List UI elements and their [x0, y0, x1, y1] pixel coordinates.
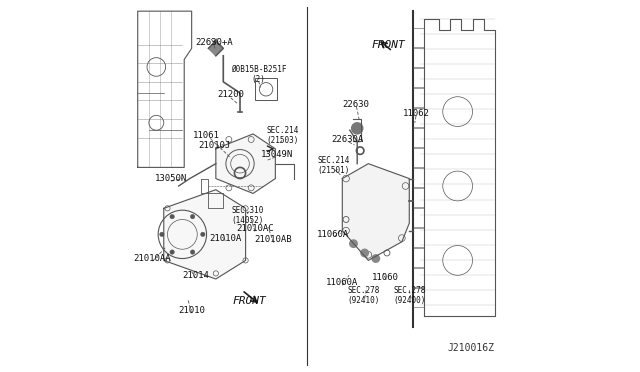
- Text: Ø0B15B-B251F
(2): Ø0B15B-B251F (2): [231, 65, 286, 84]
- Text: 21010: 21010: [178, 306, 205, 315]
- Circle shape: [170, 250, 174, 254]
- Circle shape: [351, 123, 363, 134]
- Text: 11062: 11062: [403, 109, 430, 118]
- Text: SEC.214
(21503): SEC.214 (21503): [267, 126, 299, 145]
- Circle shape: [349, 240, 357, 247]
- Text: SEC.310
(14052): SEC.310 (14052): [231, 206, 264, 225]
- Text: J210016Z: J210016Z: [448, 343, 495, 353]
- Circle shape: [361, 249, 369, 257]
- Text: 21200: 21200: [218, 90, 244, 99]
- Text: 22630A: 22630A: [332, 135, 364, 144]
- Text: 21010AA: 21010AA: [133, 254, 171, 263]
- Text: SEC.278
(92410): SEC.278 (92410): [348, 286, 380, 305]
- Text: 11060: 11060: [372, 273, 399, 282]
- Circle shape: [190, 214, 195, 219]
- Polygon shape: [209, 41, 223, 56]
- Text: SEC.214
(21501): SEC.214 (21501): [317, 156, 350, 175]
- Text: 13049N: 13049N: [261, 150, 293, 159]
- Text: 11060A: 11060A: [317, 230, 349, 239]
- Polygon shape: [216, 134, 275, 193]
- Text: SEC.278
(92400): SEC.278 (92400): [393, 286, 426, 305]
- Text: 22630+A: 22630+A: [195, 38, 233, 47]
- Circle shape: [190, 250, 195, 254]
- Text: 21010AB: 21010AB: [255, 235, 292, 244]
- Polygon shape: [342, 164, 410, 260]
- Text: 11061: 11061: [193, 131, 220, 140]
- Text: FRONT: FRONT: [372, 40, 406, 49]
- Circle shape: [170, 214, 174, 219]
- Text: 21010J: 21010J: [198, 141, 230, 150]
- Bar: [255, 78, 277, 100]
- Text: 21010AC: 21010AC: [236, 224, 274, 233]
- Text: 21010A: 21010A: [209, 234, 241, 243]
- Text: 22630: 22630: [342, 100, 369, 109]
- Text: 11060A: 11060A: [326, 278, 358, 287]
- Circle shape: [159, 232, 164, 237]
- Text: FRONT: FRONT: [232, 296, 266, 306]
- Polygon shape: [164, 190, 246, 279]
- Text: 13050N: 13050N: [155, 174, 188, 183]
- Circle shape: [200, 232, 205, 237]
- Circle shape: [372, 255, 380, 262]
- Text: 21014: 21014: [182, 271, 209, 280]
